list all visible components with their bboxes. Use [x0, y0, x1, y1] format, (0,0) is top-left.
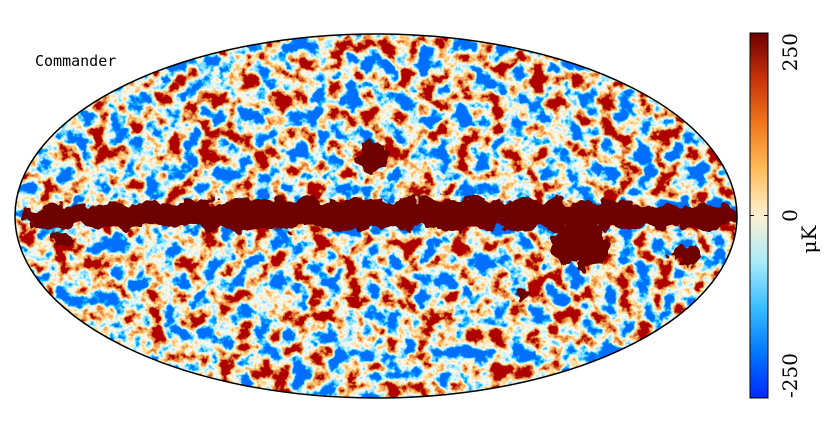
- sky-map: [15, 34, 737, 398]
- colorbar-unit: μK: [797, 224, 821, 253]
- colorbar-tick-label: -250: [778, 353, 802, 398]
- map-outline: [14, 33, 738, 399]
- map-label: Commander: [35, 52, 116, 70]
- colorbar-tick-label: 0: [778, 209, 802, 222]
- colorbar-ticks: -250 0 250 μK: [750, 32, 821, 399]
- colorbar-tick-label: 250: [778, 33, 802, 71]
